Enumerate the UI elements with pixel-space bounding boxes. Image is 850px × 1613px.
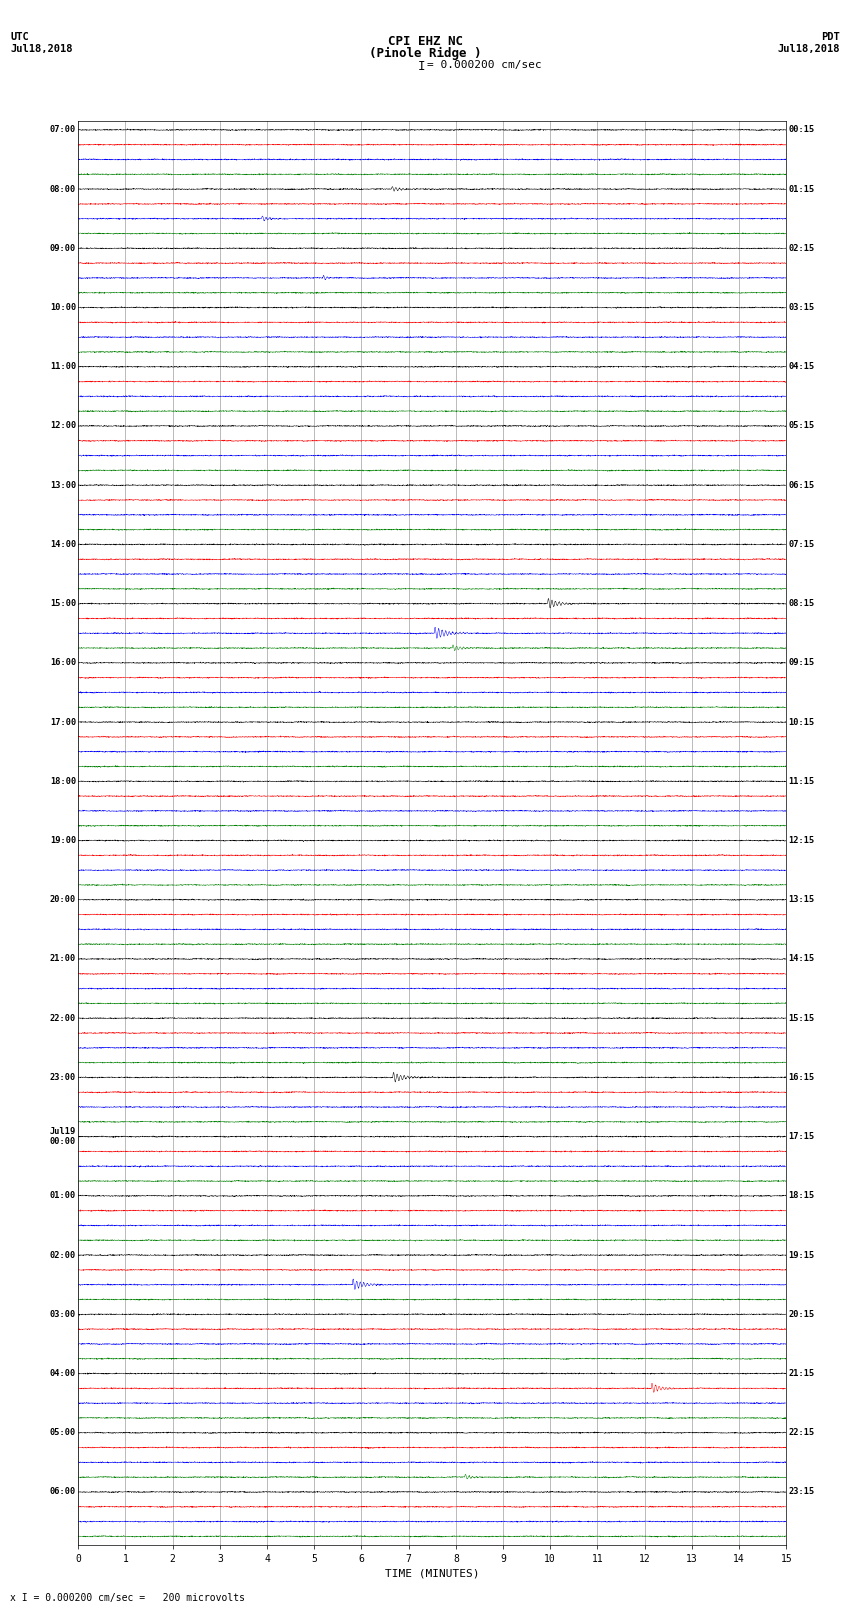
X-axis label: TIME (MINUTES): TIME (MINUTES) [385,1568,479,1579]
Text: 14:00: 14:00 [50,540,76,548]
Text: 20:15: 20:15 [788,1310,814,1319]
Text: 21:00: 21:00 [50,955,76,963]
Text: Jul18,2018: Jul18,2018 [777,44,840,53]
Text: 00:15: 00:15 [788,126,814,134]
Text: 08:00: 08:00 [50,184,76,194]
Text: 17:00: 17:00 [50,718,76,726]
Text: 16:15: 16:15 [788,1073,814,1082]
Text: 23:00: 23:00 [50,1073,76,1082]
Text: 13:15: 13:15 [788,895,814,905]
Text: 05:15: 05:15 [788,421,814,431]
Text: 10:15: 10:15 [788,718,814,726]
Text: 03:15: 03:15 [788,303,814,311]
Text: 01:00: 01:00 [50,1192,76,1200]
Text: 22:15: 22:15 [788,1428,814,1437]
Text: 13:00: 13:00 [50,481,76,490]
Text: 12:15: 12:15 [788,836,814,845]
Text: 07:15: 07:15 [788,540,814,548]
Text: 06:00: 06:00 [50,1487,76,1497]
Text: 04:00: 04:00 [50,1369,76,1378]
Text: Jul18,2018: Jul18,2018 [10,44,73,53]
Text: 02:00: 02:00 [50,1250,76,1260]
Text: 12:00: 12:00 [50,421,76,431]
Text: UTC: UTC [10,32,29,42]
Text: 17:15: 17:15 [788,1132,814,1140]
Text: 14:15: 14:15 [788,955,814,963]
Text: 19:15: 19:15 [788,1250,814,1260]
Text: 15:15: 15:15 [788,1013,814,1023]
Text: 02:15: 02:15 [788,244,814,253]
Text: 15:00: 15:00 [50,598,76,608]
Text: 11:00: 11:00 [50,363,76,371]
Text: 10:00: 10:00 [50,303,76,311]
Text: 09:00: 09:00 [50,244,76,253]
Text: CPI EHZ NC: CPI EHZ NC [388,35,462,48]
Text: x I = 0.000200 cm/sec =   200 microvolts: x I = 0.000200 cm/sec = 200 microvolts [10,1594,245,1603]
Text: PDT: PDT [821,32,840,42]
Text: 20:00: 20:00 [50,895,76,905]
Text: 06:15: 06:15 [788,481,814,490]
Text: Jul19
00:00: Jul19 00:00 [50,1127,76,1147]
Text: 22:00: 22:00 [50,1013,76,1023]
Text: 11:15: 11:15 [788,777,814,786]
Text: 19:00: 19:00 [50,836,76,845]
Text: 07:00: 07:00 [50,126,76,134]
Text: 18:15: 18:15 [788,1192,814,1200]
Text: 08:15: 08:15 [788,598,814,608]
Text: 01:15: 01:15 [788,184,814,194]
Text: = 0.000200 cm/sec: = 0.000200 cm/sec [427,60,541,69]
Text: 18:00: 18:00 [50,777,76,786]
Text: (Pinole Ridge ): (Pinole Ridge ) [369,47,481,60]
Text: 05:00: 05:00 [50,1428,76,1437]
Text: 16:00: 16:00 [50,658,76,668]
Text: 21:15: 21:15 [788,1369,814,1378]
Text: I: I [417,60,425,73]
Text: 03:00: 03:00 [50,1310,76,1319]
Text: 04:15: 04:15 [788,363,814,371]
Text: 09:15: 09:15 [788,658,814,668]
Text: 23:15: 23:15 [788,1487,814,1497]
